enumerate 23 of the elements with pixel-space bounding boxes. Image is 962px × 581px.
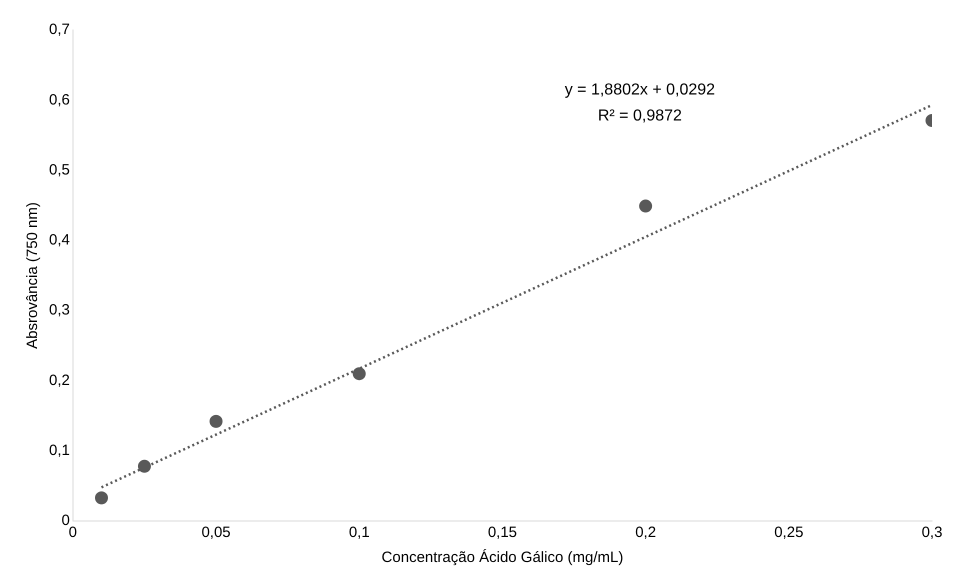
- y-tick-label: 0,5: [48, 161, 70, 178]
- y-tick-label: 0,3: [48, 302, 70, 319]
- annotation: R² = 0,9872: [598, 107, 682, 124]
- y-tick-label: 0,6: [48, 91, 70, 108]
- x-tick-label: 0,15: [488, 524, 518, 542]
- point: [352, 367, 366, 380]
- y-tick-label: 0,4: [48, 232, 70, 249]
- y-tick-label: 0,7: [48, 21, 70, 38]
- x-tick-label: 0,1: [348, 524, 370, 542]
- x-tick-label: 0,3: [922, 524, 942, 542]
- y-axis-title: Absrovância (750 nm): [24, 202, 42, 349]
- point: [210, 414, 223, 428]
- annotation: y = 1,8802x + 0,0292: [564, 81, 716, 98]
- point: [94, 491, 108, 504]
- y-tick-label: 0: [62, 512, 70, 530]
- point: [138, 460, 151, 473]
- y-tick-label: 0,2: [48, 372, 70, 389]
- x-tick-label: 0,25: [774, 524, 804, 542]
- x-tick-label: 0,05: [201, 524, 231, 542]
- point: [639, 200, 652, 213]
- x-axis-title: Concentração Ácido Gálico (mg/mL): [382, 548, 624, 566]
- y-tick-label: 0,1: [48, 442, 70, 459]
- x-tick-label: 0,2: [635, 524, 656, 542]
